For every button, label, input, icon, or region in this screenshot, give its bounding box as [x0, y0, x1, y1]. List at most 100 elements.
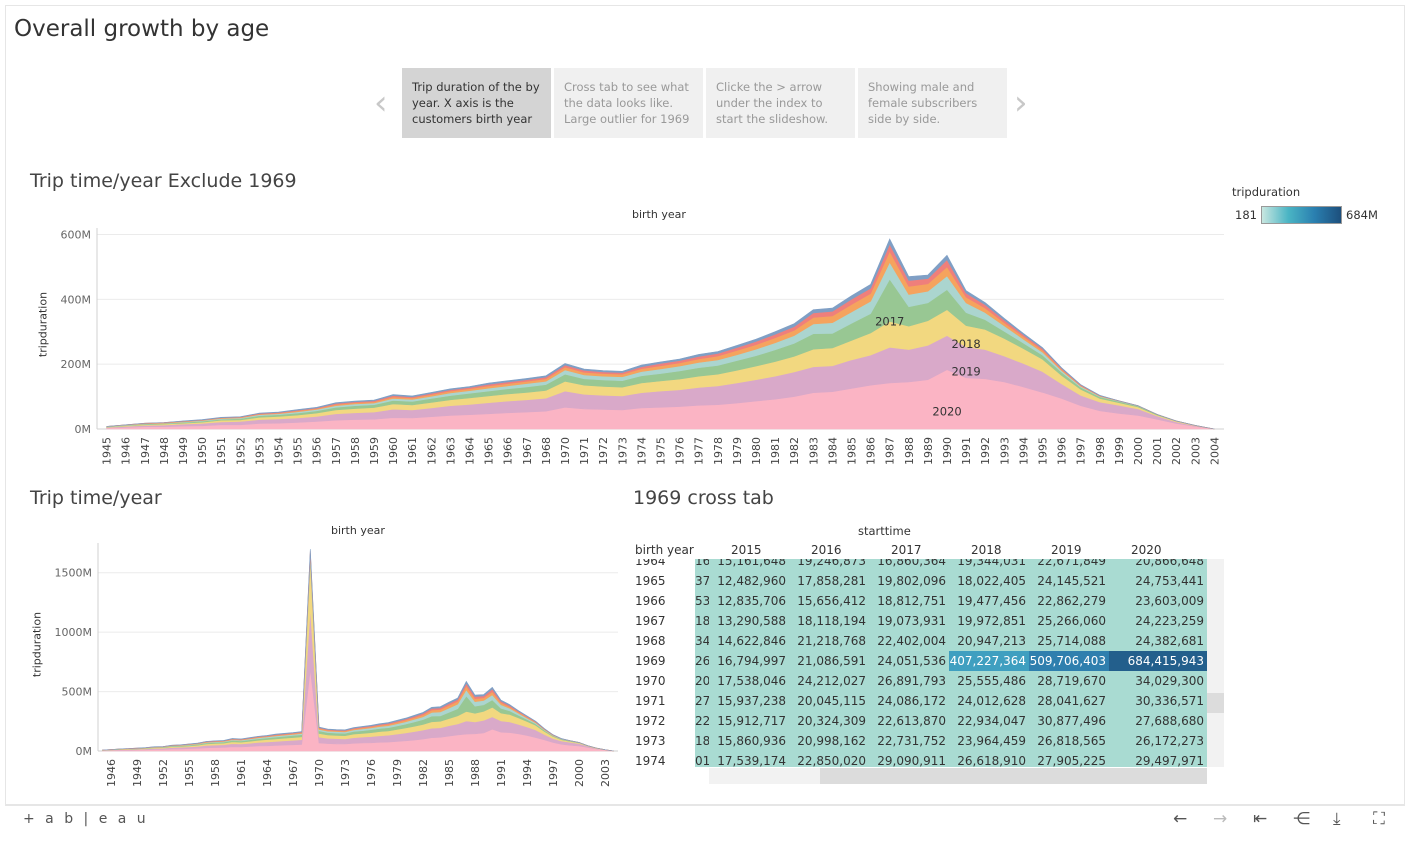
crosstab-cell[interactable]: 28,041,627	[1029, 691, 1109, 711]
crosstab-cell[interactable]: 21,218,768	[789, 631, 869, 651]
story-point-3[interactable]: Clicke the > arrow under the index to st…	[706, 68, 855, 138]
crosstab-cell[interactable]: 20,947,213	[949, 631, 1029, 651]
crosstab-cell[interactable]: 24,212,027	[789, 671, 869, 691]
crosstab-vertical-scrollbar[interactable]	[1207, 559, 1224, 767]
crosstab-cell[interactable]: 25,714,088	[1029, 631, 1109, 651]
crosstab-cell[interactable]: 20,866,648	[1109, 559, 1207, 571]
crosstab-cell[interactable]: 34,029,300	[1109, 671, 1207, 691]
story-point-2[interactable]: Cross tab to see what the data looks lik…	[554, 68, 703, 138]
crosstab-cell[interactable]: 27,688,680	[1109, 711, 1207, 731]
crosstab-body[interactable]: 1964 16 15,161,648 19,246,873 16,860,364 19,3…	[630, 559, 1207, 767]
crosstab-cell[interactable]: 26,172,273	[1109, 731, 1207, 751]
crosstab-cell[interactable]: 16	[695, 559, 710, 571]
crosstab-cell[interactable]: 19,073,931	[869, 611, 949, 631]
crosstab-cell[interactable]: 19,477,456	[949, 591, 1029, 611]
crosstab-cell[interactable]: 22,934,047	[949, 711, 1029, 731]
crosstab-cell[interactable]: 26,891,793	[869, 671, 949, 691]
crosstab-cell[interactable]: 25,266,060	[1029, 611, 1109, 631]
crosstab-cell[interactable]: 24,145,521	[1029, 571, 1109, 591]
story-point-4[interactable]: Showing male and female subscribers side…	[858, 68, 1007, 138]
crosstab-cell[interactable]: 24,086,172	[869, 691, 949, 711]
crosstab-cell[interactable]: 15,656,412	[789, 591, 869, 611]
crosstab-cell[interactable]: 20	[695, 671, 710, 691]
chart2-series-area[interactable]	[102, 550, 614, 752]
crosstab-cell[interactable]: 19,802,096	[869, 571, 949, 591]
crosstab-cell[interactable]: 24,051,536	[869, 651, 949, 671]
crosstab-cell[interactable]: 27	[695, 691, 710, 711]
crosstab-vertical-scroll-thumb[interactable]	[1207, 693, 1224, 713]
crosstab-cell[interactable]: 18	[695, 731, 710, 751]
crosstab-cell[interactable]: 30,877,496	[1029, 711, 1109, 731]
crosstab-cell[interactable]: 22,862,279	[1029, 591, 1109, 611]
crosstab-cell[interactable]: 509,706,403	[1029, 651, 1109, 671]
crosstab-cell[interactable]: 15,937,238	[709, 691, 789, 711]
crosstab-cell[interactable]: 24,753,441	[1109, 571, 1207, 591]
fullscreen-icon[interactable]: ⛶	[1373, 809, 1385, 829]
crosstab-cell[interactable]: 407,227,364	[949, 651, 1029, 671]
download-icon[interactable]: ⤓	[1333, 809, 1341, 829]
crosstab-cell[interactable]: 20,045,115	[789, 691, 869, 711]
crosstab-cell[interactable]: 26,818,565	[1029, 731, 1109, 751]
arrow-left-icon[interactable]: ←	[1173, 809, 1188, 829]
crosstab-cell[interactable]: 22	[695, 711, 710, 731]
crosstab-cell[interactable]: 28,719,670	[1029, 671, 1109, 691]
crosstab-cell[interactable]: 19,344,031	[949, 559, 1029, 571]
crosstab-cell[interactable]: 16,860,364	[869, 559, 949, 571]
crosstab-cell[interactable]: 20,324,309	[789, 711, 869, 731]
crosstab-cell[interactable]: 17,538,046	[709, 671, 789, 691]
crosstab-cell[interactable]: 19,972,851	[949, 611, 1029, 631]
crosstab-cell[interactable]: 684,415,943	[1109, 651, 1207, 671]
chart2-series-area[interactable]	[102, 553, 614, 752]
crosstab-cell[interactable]: 53	[695, 591, 710, 611]
arrow-right-icon[interactable]: →	[1213, 809, 1228, 829]
chart2-area-chart[interactable]: 0M 500M 1000M 1500M 1946 1949 1952 1955 1958 1961…	[0, 535, 620, 795]
crosstab-cell[interactable]: 34	[695, 631, 710, 651]
crosstab-cell[interactable]: 29,090,911	[869, 751, 949, 767]
share-icon[interactable]: ⋲	[1293, 809, 1310, 829]
crosstab-cell[interactable]: 27,905,225	[1029, 751, 1109, 767]
chevron-right-icon[interactable]: ›	[1014, 83, 1028, 123]
crosstab-cell[interactable]: 30,336,571	[1109, 691, 1207, 711]
crosstab-cell[interactable]: 18,022,405	[949, 571, 1029, 591]
crosstab-cell[interactable]: 19,246,873	[789, 559, 869, 571]
crosstab-cell[interactable]: 22,671,849	[1029, 559, 1109, 571]
crosstab-cell[interactable]: 01	[695, 751, 710, 767]
story-point-1[interactable]: Trip duration of the by year. X axis is …	[402, 68, 551, 138]
crosstab-horizontal-scroll-thumb[interactable]	[820, 768, 1207, 784]
crosstab-cell[interactable]: 20,998,162	[789, 731, 869, 751]
chart1-area-chart[interactable]: 0M 200M 400M 600M 1945 1946 1947 1948 1949 1950 19…	[0, 220, 1230, 470]
crosstab-cell[interactable]: 18	[695, 611, 710, 631]
crosstab-cell[interactable]: 14,622,846	[709, 631, 789, 651]
crosstab-cell[interactable]: 17,858,281	[789, 571, 869, 591]
chevron-left-icon[interactable]: ‹	[374, 83, 388, 123]
tableau-logo-icon[interactable]: + a b | e a u	[23, 811, 149, 827]
crosstab-cell[interactable]: 37	[695, 571, 710, 591]
chart2-series-area[interactable]	[102, 555, 614, 752]
chart2-series-area[interactable]	[102, 549, 614, 752]
crosstab-cell[interactable]: 18,812,751	[869, 591, 949, 611]
crosstab-cell[interactable]: 22,731,752	[869, 731, 949, 751]
crosstab-cell[interactable]: 13,290,588	[709, 611, 789, 631]
crosstab-cell[interactable]: 21,086,591	[789, 651, 869, 671]
chart1-series-area[interactable]	[106, 238, 1215, 430]
crosstab-cell[interactable]: 15,860,936	[709, 731, 789, 751]
crosstab-cell[interactable]: 26	[695, 651, 710, 671]
crosstab-cell[interactable]: 18,118,194	[789, 611, 869, 631]
crosstab-cell[interactable]: 15,912,717	[709, 711, 789, 731]
crosstab-cell[interactable]: 22,613,870	[869, 711, 949, 731]
crosstab-cell[interactable]: 12,835,706	[709, 591, 789, 611]
crosstab-cell[interactable]: 24,223,259	[1109, 611, 1207, 631]
crosstab-cell[interactable]: 17,539,174	[709, 751, 789, 767]
revert-icon[interactable]: ⇤	[1253, 809, 1268, 829]
crosstab-cell[interactable]: 22,850,020	[789, 751, 869, 767]
crosstab-cell[interactable]: 29,497,971	[1109, 751, 1207, 767]
crosstab-cell[interactable]: 23,964,459	[949, 731, 1029, 751]
crosstab-cell[interactable]: 26,618,910	[949, 751, 1029, 767]
crosstab-cell[interactable]: 25,555,486	[949, 671, 1029, 691]
crosstab-cell[interactable]: 24,012,628	[949, 691, 1029, 711]
crosstab-cell[interactable]: 24,382,681	[1109, 631, 1207, 651]
crosstab-cell[interactable]: 23,603,009	[1109, 591, 1207, 611]
crosstab-cell[interactable]: 16,794,997	[709, 651, 789, 671]
crosstab-cell[interactable]: 12,482,960	[709, 571, 789, 591]
crosstab-cell[interactable]: 22,402,004	[869, 631, 949, 651]
